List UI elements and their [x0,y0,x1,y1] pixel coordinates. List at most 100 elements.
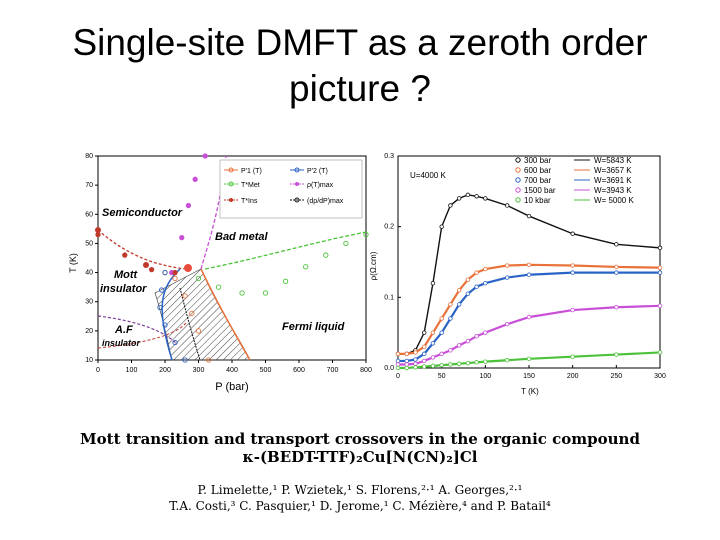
phase-point [282,278,289,284]
right-ylabel: ρ(Ω.cm) [369,251,378,280]
label-bad-metal: Bad metal [215,231,269,243]
phase-point [239,290,245,296]
paper-title-line1: Mott transition and transport crossovers… [80,430,640,448]
phase-point [148,267,155,273]
p2-curve [161,268,181,361]
tmet-curve [204,231,367,270]
resistivity-line [398,351,661,370]
phase-point [323,252,329,258]
label-mott-1: Mott [114,269,139,281]
resistivity-point [404,351,409,357]
right-legend-w: W=3691 K [594,176,632,185]
resistivity-point [465,291,471,296]
phase-point [185,202,192,209]
resistivity-line [398,271,660,363]
label-af-1: A.F [114,324,133,336]
label-mott-2: insulator [100,283,147,295]
resistivity-point [430,341,436,346]
slide-title-line1: Single-site DMFT as a zeroth order [72,22,648,63]
resistivity-point [504,203,510,208]
resistivity-point [465,338,471,344]
left-x-tick-label: 400 [226,367,238,374]
resistivity-point [570,307,575,313]
resistivity-point [614,352,619,357]
resistivity-point [430,280,436,286]
resistivity-point [422,330,427,335]
resistivity-point [430,363,436,369]
left-x-ticks: 0 100 200 300 400 500 600 700 800 [96,360,372,374]
resistivity-point [504,275,510,280]
left-ylabel: T (K) [68,253,78,273]
phase-point [189,310,195,317]
resistivity-point [474,333,479,339]
phase-point [215,284,222,290]
u-annotation: U=4000 K [410,171,446,180]
left-y-tick-label: 20 [85,328,93,335]
resistivity-plot: ρ(Ω.cm) T (K) U=4000 K 0 50 100 150 200 250 30… [369,153,666,396]
left-x-tick-label: 200 [159,367,171,374]
resistivity-point [474,284,479,289]
legend-tmet: T*Met [241,182,260,189]
label-semiconductor: Semiconductor [102,207,183,219]
resistivity-point [413,357,418,362]
left-y-tick-label: 10 [85,357,93,364]
right-x-tick-label: 100 [479,373,491,380]
right-legend-marker [515,187,521,193]
phase-point [202,153,208,159]
figure-svg: T (K) P (bar) 0 100 200 300 400 500 600 700 800 … [68,153,666,396]
authors-line1: P. Limelette,¹ P. Wzietek,¹ S. Florens,²… [197,483,523,497]
resistivity-point [570,270,575,275]
legend-p2: P'2 (T) [307,168,328,175]
right-x-tick-label: 0 [396,373,400,380]
resistivity-point [413,350,418,355]
resistivity-point [430,330,436,335]
resistivity-point [395,362,401,367]
legend-tins: T*Ins [241,198,258,205]
right-x-tick-label: 200 [567,373,579,380]
resistivity-point [422,351,427,357]
phase-point [262,290,269,296]
right-x-tick-label: 300 [654,373,666,380]
right-x-tick-label: 250 [610,373,622,380]
resistivity-point [439,330,444,335]
resistivity-point [465,192,471,198]
paper-title-line2: κ-(BEDT-TTF)₂Cu[N(CN)₂]Cl [242,448,478,466]
resistivity-point [657,245,663,251]
resistivity-point [504,263,510,268]
phase-point [172,339,178,346]
resistivity-point [439,351,444,357]
left-y-tick-label: 60 [85,211,93,218]
af-boundary-curve [97,315,177,344]
resistivity-point [526,262,532,268]
paper-title: Mott transition and transport crossovers… [0,430,720,466]
resistivity-point [439,224,444,229]
left-x-tick-label: 0 [96,367,100,374]
left-x-tick-label: 300 [193,367,205,374]
p1-curve [200,268,251,361]
resistivity-point [465,360,471,366]
resistivity-point [614,264,619,270]
label-fermi: Fermi liquid [282,321,345,333]
critical-point-marker [184,264,192,272]
slide-title: Single-site DMFT as a zeroth order pictu… [0,20,720,112]
resistivity-point [395,358,401,364]
resistivity-line [398,263,661,355]
resistivity-point [526,356,532,362]
resistivity-point [483,330,488,335]
resistivity-point [657,350,663,355]
resistivity-point [404,362,409,367]
right-legend-label: 700 bar [524,176,551,185]
right-x-tick-label: 150 [523,373,535,380]
resistivity-point [422,358,427,364]
right-legend-label: 300 bar [524,156,551,165]
left-y-tick-label: 50 [85,240,93,247]
right-y-tick-label: 0.0 [384,365,394,372]
resistivity-point [430,355,436,360]
resistivity-point [456,288,462,293]
phase-point [195,275,202,282]
right-legend-w: W=3657 K [594,166,632,175]
left-y-tick-label: 70 [85,182,93,189]
phase-point [159,287,165,293]
resistivity-point [448,362,453,367]
phase-point [122,252,128,258]
